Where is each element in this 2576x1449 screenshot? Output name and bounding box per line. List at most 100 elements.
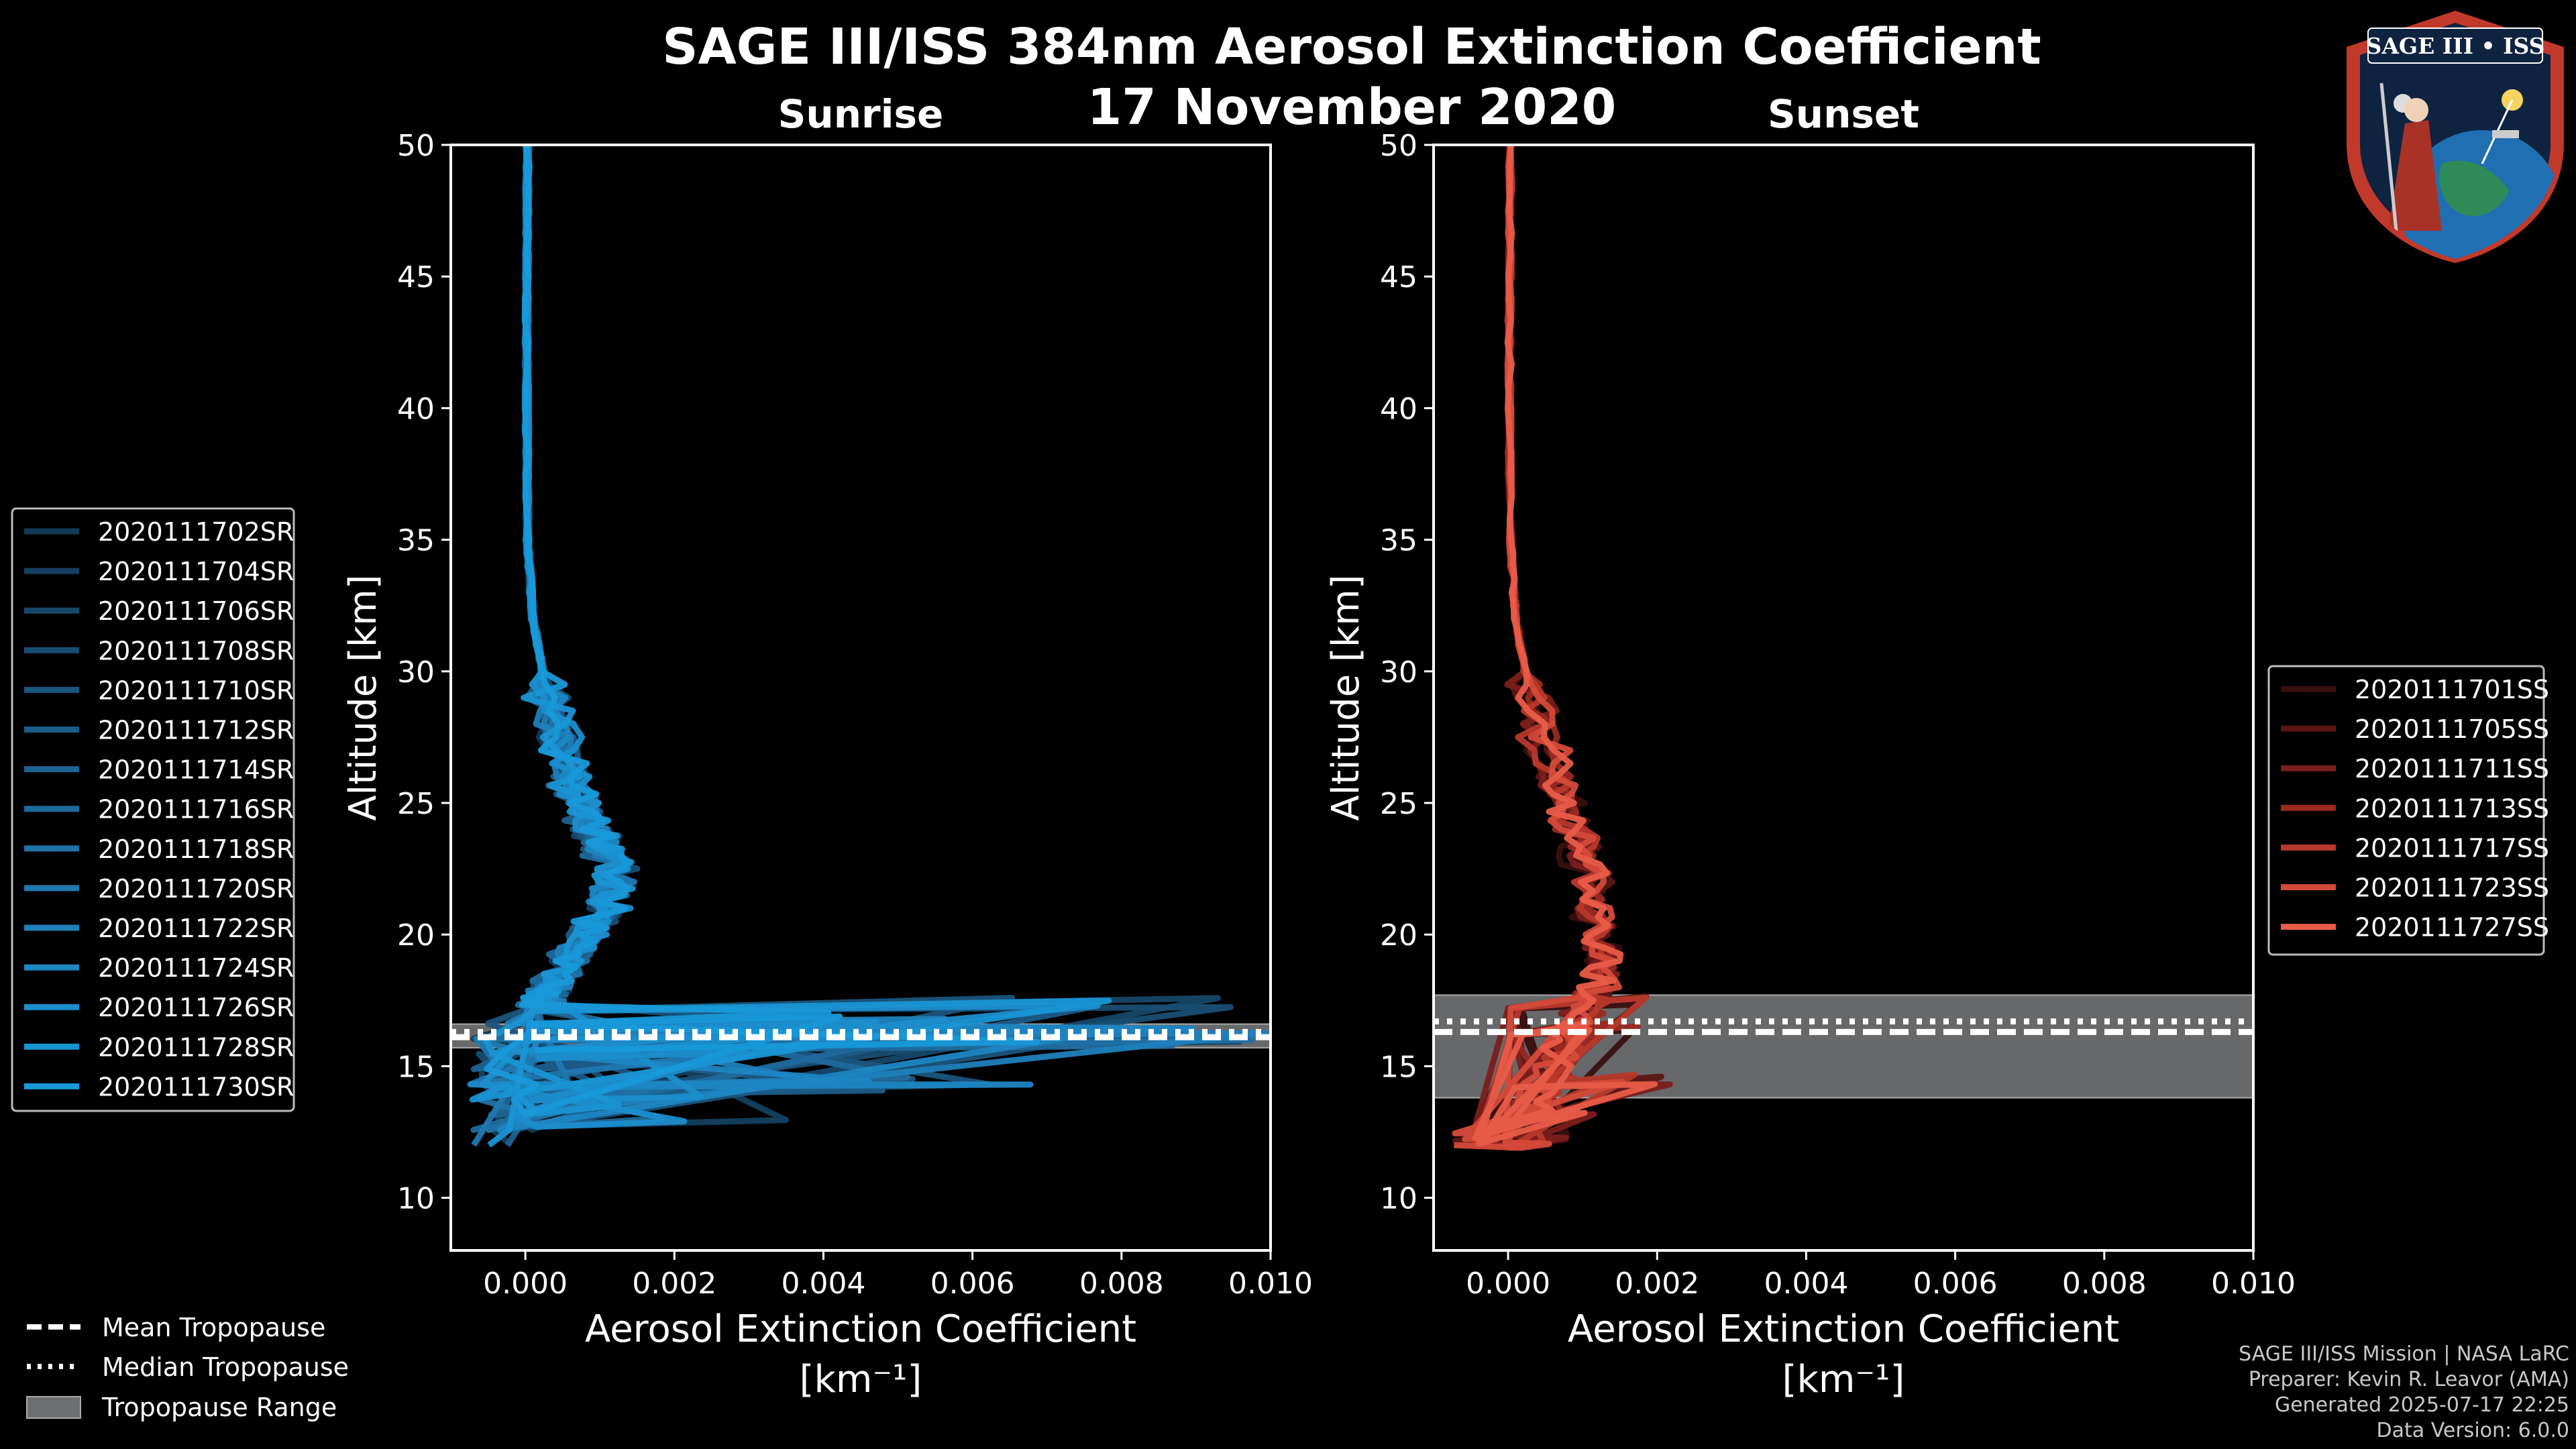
sunrise-legend-label: 2020111708SR bbox=[98, 636, 294, 665]
patch-banner bbox=[2367, 28, 2543, 64]
footer-version: Data Version: 6.0.0 bbox=[2376, 1419, 2569, 1442]
patch-station bbox=[2492, 130, 2519, 138]
sunrise-panel-title: Sunrise bbox=[778, 91, 944, 137]
sunset-panel-title: Sunset bbox=[1768, 91, 1919, 137]
sunrise-profile-lines bbox=[467, 144, 1269, 1148]
sunset-legend-label: 2020111701SS bbox=[2355, 675, 2549, 704]
sunset-legend-label: 2020111705SS bbox=[2355, 714, 2549, 744]
sunrise-legend-label: 2020111728SR bbox=[98, 1032, 294, 1062]
patch-earth-continent bbox=[2439, 160, 2509, 217]
sunset-x-ticks: 0.000 0.002 0.004 0.006 0.008 0.010 bbox=[1466, 1250, 2296, 1301]
sage-iii-iss-mission-patch-logo: SAGE III • ISS bbox=[2347, 11, 2564, 263]
sunrise-legend-label: 2020111702SR bbox=[98, 517, 294, 547]
sunrise-series-line-2020111730SR bbox=[484, 144, 1040, 1118]
tropopause-range-label: Tropopause Range bbox=[101, 1393, 337, 1422]
sunset-x-tick-label: 0.006 bbox=[1913, 1267, 1998, 1301]
sunrise-x-tick-label: 0.008 bbox=[1079, 1267, 1164, 1301]
sunrise-legend-label: 2020111714SR bbox=[98, 755, 294, 785]
sunrise-tropopause-lines bbox=[451, 1028, 1271, 1040]
sunrise-y-tick-label: 30 bbox=[397, 655, 435, 690]
sunrise-x-tick-label: 0.006 bbox=[930, 1267, 1015, 1301]
sunset-y-tick-label: 45 bbox=[1380, 260, 1417, 294]
sunrise-legend: 2020111702SR 2020111704SR 2020111706SR 2020… bbox=[11, 507, 295, 1112]
sunset-x-tick-label: 0.000 bbox=[1466, 1267, 1550, 1301]
sunset-x-tick-label: 0.002 bbox=[1615, 1267, 1699, 1301]
footer-preparer: Preparer: Kevin R. Leavor (AMA) bbox=[2248, 1368, 2569, 1391]
sunrise-y-tick-label: 50 bbox=[397, 129, 435, 163]
sunrise-y-tick-label: 25 bbox=[397, 787, 435, 821]
sunset-tropopause-lines bbox=[1434, 1018, 2253, 1035]
sunrise-legend-label: 2020111710SR bbox=[98, 676, 294, 705]
sunset-y-tick-label: 50 bbox=[1380, 129, 1417, 163]
sunset-y-ticks: 10 15 20 25 30 35 40 45 50 bbox=[1380, 129, 1434, 1216]
median-tropopause-label: Median Tropopause bbox=[102, 1352, 349, 1382]
sunset-legend-entries: 2020111701SS 2020111705SS 2020111711SS 2020… bbox=[2281, 675, 2549, 943]
sunrise-legend-label: 2020111726SR bbox=[98, 993, 294, 1022]
sunset-y-tick-label: 40 bbox=[1380, 392, 1417, 426]
sunset-legend: 2020111701SS 2020111705SS 2020111711SS 2020… bbox=[2267, 665, 2549, 956]
sunrise-legend-label: 2020111720SR bbox=[98, 874, 294, 904]
sunrise-legend-label: 2020111716SR bbox=[98, 795, 294, 824]
patch-staff bbox=[2379, 83, 2398, 231]
sunrise-x-axis-label: Aerosol Extinction Coefficient bbox=[585, 1307, 1136, 1351]
footer-credits: SAGE III/ISS Mission | NASA LaRC Prepare… bbox=[2239, 1342, 2569, 1444]
sunset-x-axis-unit: [km⁻¹] bbox=[1782, 1358, 1905, 1401]
sunset-x-tick-label: 0.004 bbox=[1764, 1267, 1848, 1301]
sunrise-legend-label: 2020111706SR bbox=[98, 596, 294, 626]
sunset-y-axis-label: Altitude [km] bbox=[1324, 574, 1368, 820]
tropopause-range-swatch bbox=[26, 1396, 81, 1419]
sunset-legend-box bbox=[2267, 665, 2545, 956]
patch-banner-text: SAGE III • ISS bbox=[2365, 33, 2544, 59]
sunrise-y-tick-label: 45 bbox=[397, 260, 435, 294]
sunset-y-tick-label: 25 bbox=[1380, 787, 1417, 821]
sunset-y-tick-label: 15 bbox=[1380, 1050, 1417, 1084]
sunrise-x-ticks: 0.000 0.002 0.004 0.006 0.008 0.010 bbox=[483, 1250, 1313, 1301]
sunrise-legend-label: 2020111718SR bbox=[98, 835, 294, 864]
footer-mission: SAGE III/ISS Mission | NASA LaRC bbox=[2239, 1342, 2569, 1366]
sunrise-y-tick-label: 15 bbox=[397, 1050, 435, 1084]
sunrise-plot-frame bbox=[449, 144, 1272, 1252]
sunrise-y-ticks: 10 15 20 25 30 35 40 45 50 bbox=[397, 129, 451, 1216]
sunrise-x-tick-label: 0.000 bbox=[483, 1267, 568, 1301]
sunset-profile-lines bbox=[1452, 144, 1673, 1151]
sunset-legend-label: 2020111717SS bbox=[2355, 833, 2549, 863]
sunrise-legend-box bbox=[11, 507, 295, 1112]
sunrise-legend-entries: 2020111702SR 2020111704SR 2020111706SR 2020… bbox=[24, 517, 294, 1102]
sunset-x-tick-label: 0.010 bbox=[2211, 1267, 2296, 1301]
footer-generated: Generated 2025-07-17 22:25 bbox=[2274, 1393, 2569, 1417]
sunset-x-tick-label: 0.008 bbox=[2062, 1267, 2147, 1301]
tropopause-legend: Mean Tropopause Median Tropopause Tropop… bbox=[26, 1313, 349, 1422]
sunrise-x-tick-label: 0.004 bbox=[781, 1267, 865, 1301]
sunset-y-tick-label: 30 bbox=[1380, 655, 1417, 690]
sunrise-y-tick-label: 40 bbox=[397, 392, 435, 426]
sunset-legend-label: 2020111713SS bbox=[2355, 794, 2549, 823]
patch-figure-robe bbox=[2388, 120, 2442, 231]
sunset-legend-label: 2020111711SS bbox=[2355, 754, 2549, 784]
sunset-plot-frame bbox=[1432, 144, 2255, 1252]
chart-title-line2: 17 November 2020 bbox=[1087, 78, 1616, 136]
sunrise-legend-label: 2020111722SR bbox=[98, 914, 294, 943]
chart-title-line1: SAGE III/ISS 384nm Aerosol Extinction Co… bbox=[662, 18, 2041, 76]
sunset-y-tick-label: 20 bbox=[1380, 918, 1417, 953]
sunrise-y-tick-label: 35 bbox=[397, 524, 435, 558]
sunrise-y-tick-label: 20 bbox=[397, 918, 435, 953]
patch-figure-head bbox=[2404, 98, 2428, 122]
sunrise-legend-label: 2020111724SR bbox=[98, 953, 294, 983]
sunrise-legend-label: 2020111730SR bbox=[98, 1072, 294, 1102]
sunset-x-axis-label: Aerosol Extinction Coefficient bbox=[1568, 1307, 2119, 1351]
sunset-legend-label: 2020111723SS bbox=[2355, 873, 2549, 903]
mean-tropopause-label: Mean Tropopause bbox=[102, 1313, 325, 1342]
sunset-y-tick-label: 10 bbox=[1380, 1182, 1417, 1216]
sunrise-y-axis-label: Altitude [km] bbox=[341, 574, 385, 820]
sunrise-x-axis-unit: [km⁻¹] bbox=[800, 1358, 922, 1401]
sunset-legend-label: 2020111727SS bbox=[2355, 913, 2549, 943]
sunrise-legend-label: 2020111712SR bbox=[98, 716, 294, 745]
sunrise-x-tick-label: 0.002 bbox=[632, 1267, 716, 1301]
sunset-y-tick-label: 35 bbox=[1380, 524, 1417, 558]
sunset-series-line-2020111727SS bbox=[1472, 144, 1658, 1147]
sunrise-y-tick-label: 10 bbox=[397, 1182, 435, 1216]
sunrise-x-tick-label: 0.010 bbox=[1228, 1267, 1313, 1301]
